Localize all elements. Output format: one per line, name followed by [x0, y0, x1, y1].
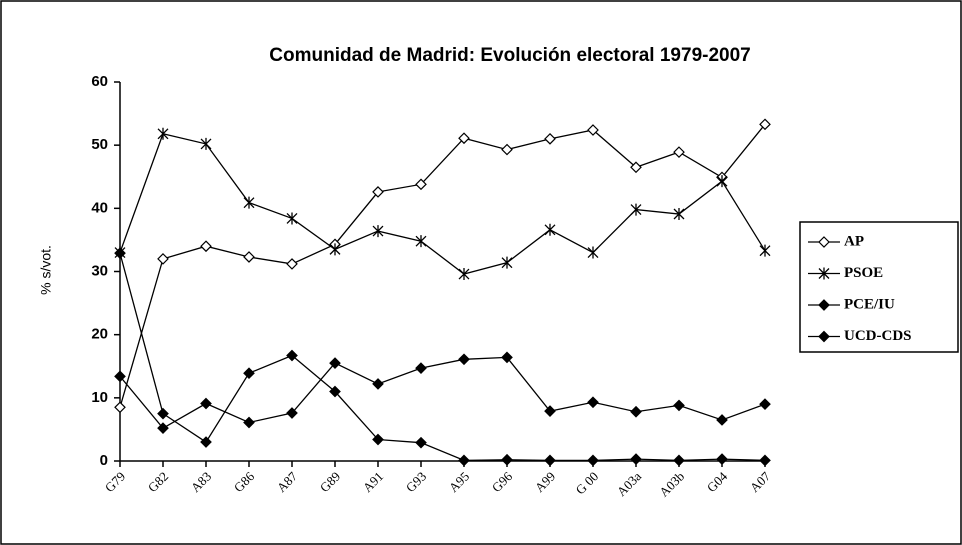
- data-point: [372, 433, 384, 446]
- data-point: [243, 416, 255, 429]
- data-point: [415, 235, 427, 248]
- data-point: [286, 258, 298, 270]
- data-point: [587, 246, 599, 259]
- series-line: [119, 123, 766, 408]
- data-point: [716, 414, 728, 426]
- data-point: [759, 244, 771, 257]
- y-tick-label: 40: [91, 199, 108, 216]
- data-point: [372, 378, 384, 390]
- data-point: [372, 186, 384, 198]
- data-point: [458, 132, 470, 145]
- y-tick-label: 0: [100, 452, 108, 469]
- data-point: [329, 385, 341, 398]
- y-tick-label: 30: [91, 262, 108, 279]
- data-point: [157, 127, 169, 140]
- data-point: [200, 397, 212, 410]
- data-point: [415, 362, 427, 374]
- data-point: [243, 251, 255, 263]
- data-point: [759, 118, 771, 131]
- legend-marker: [818, 267, 830, 280]
- legend-label: AP: [844, 233, 864, 249]
- data-point: [372, 225, 384, 238]
- data-point: [243, 196, 255, 209]
- y-tick-label: 60: [91, 73, 108, 90]
- data-point: [544, 223, 556, 236]
- data-point: [759, 398, 771, 410]
- data-point: [587, 124, 599, 136]
- data-point: [458, 268, 470, 281]
- legend-marker: [818, 299, 830, 311]
- data-point: [759, 454, 771, 467]
- series-line: [119, 133, 766, 275]
- data-point: [544, 405, 556, 417]
- data-point: [415, 178, 427, 191]
- data-point: [630, 405, 642, 418]
- data-point: [458, 454, 470, 467]
- data-point: [286, 407, 298, 419]
- y-axis-label: % s/vot.: [38, 245, 54, 295]
- data-point: [114, 401, 126, 414]
- series-line: [119, 253, 766, 462]
- data-point: [157, 422, 169, 435]
- data-point: [501, 143, 513, 156]
- legend-label: PSOE: [844, 265, 883, 281]
- legend-marker: [818, 236, 830, 248]
- data-point: [157, 253, 169, 265]
- data-point: [673, 454, 685, 467]
- data-point: [243, 367, 255, 380]
- legend-label: UCD-CDS: [844, 328, 912, 344]
- data-point: [587, 454, 599, 467]
- data-point: [458, 353, 470, 366]
- data-point: [673, 208, 685, 221]
- series-line: [119, 356, 766, 429]
- y-tick-label: 10: [91, 389, 108, 406]
- data-point: [716, 453, 728, 465]
- data-point: [157, 407, 169, 420]
- data-point: [200, 137, 212, 150]
- data-point: [329, 357, 341, 369]
- data-point: [630, 453, 642, 465]
- data-point: [544, 133, 556, 145]
- data-point: [114, 247, 126, 260]
- legend-marker: [818, 330, 830, 343]
- data-point: [415, 436, 427, 449]
- data-point: [630, 161, 642, 174]
- data-point: [501, 256, 513, 269]
- data-point: [329, 243, 341, 256]
- data-point: [544, 454, 556, 467]
- legend-label: PCE/IU: [844, 296, 895, 312]
- data-point: [501, 453, 513, 466]
- data-point: [501, 351, 513, 364]
- data-point: [200, 240, 212, 253]
- data-point: [630, 203, 642, 216]
- data-point: [286, 349, 298, 362]
- y-tick-label: 50: [91, 136, 108, 153]
- data-point: [200, 436, 212, 448]
- data-point: [673, 146, 685, 158]
- data-point: [114, 370, 126, 383]
- y-tick-label: 20: [91, 326, 108, 343]
- data-point: [286, 212, 298, 225]
- data-point: [716, 175, 728, 188]
- chart-title: Comunidad de Madrid: Evolución electoral…: [269, 45, 750, 66]
- data-point: [587, 396, 599, 409]
- data-point: [673, 399, 685, 412]
